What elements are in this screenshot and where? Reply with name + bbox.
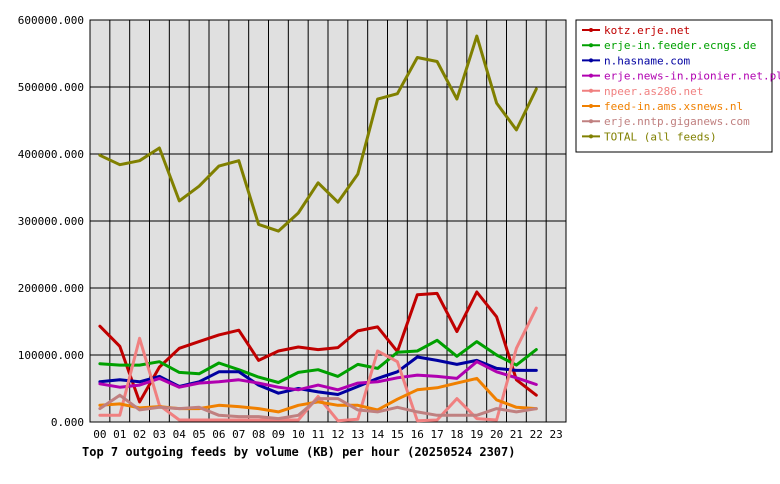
- legend-marker: [589, 119, 593, 124]
- plot-frame: [89, 19, 567, 423]
- series-line-6: [98, 393, 538, 421]
- legend-item-4: npeer.as286.net: [582, 85, 703, 98]
- series-line-3: [98, 360, 538, 392]
- x-tick-label: 00: [93, 428, 106, 441]
- chart-title: Top 7 outgoing feeds by volume (KB) per …: [82, 445, 515, 459]
- legend-label: TOTAL (all feeds): [604, 130, 717, 143]
- x-tick-label: 22: [530, 428, 543, 441]
- legend-marker: [589, 43, 593, 48]
- legend-item-7: TOTAL (all feeds): [582, 130, 717, 143]
- legend-label: npeer.as286.net: [604, 85, 703, 98]
- legend-item-6: erje.nntp.giganews.com: [582, 115, 750, 128]
- legend-box: [575, 19, 773, 153]
- legend-label: erje.nntp.giganews.com: [604, 115, 750, 128]
- x-tick-label: 20: [490, 428, 503, 441]
- x-tick-label: 21: [510, 428, 523, 441]
- legend: kotz.erje.net erje-in.feeder.ecngs.de n.ha…: [575, 19, 780, 153]
- legend-label: n.hasname.com: [604, 54, 690, 67]
- y-tick-label: 200000.000: [18, 282, 84, 295]
- x-tick-label: 03: [153, 428, 166, 441]
- legend-item-2: n.hasname.com: [582, 54, 690, 67]
- legend-marker: [589, 58, 593, 63]
- x-tick-label: 10: [292, 428, 305, 441]
- x-tick-label: 02: [133, 428, 146, 441]
- x-tick-label: 18: [450, 428, 463, 441]
- legend-item-0: kotz.erje.net: [582, 24, 690, 37]
- legend-item-1: erje-in.feeder.ecngs.de: [582, 39, 756, 52]
- x-tick-label: 14: [371, 428, 385, 441]
- y-axis-ticks: 0.000 100000.000 200000.000 300000.000 40000…: [18, 14, 84, 429]
- x-tick-label: 13: [351, 428, 364, 441]
- legend-label: erje-in.feeder.ecngs.de: [604, 39, 756, 52]
- y-tick-label: 500000.000: [18, 81, 84, 94]
- legend-marker: [589, 28, 593, 32]
- x-tick-label: 09: [272, 428, 285, 441]
- x-tick-label: 11: [311, 428, 324, 441]
- x-tick-label: 04: [173, 428, 187, 441]
- x-tick-label: 19: [470, 428, 483, 441]
- x-axis-ticks: 00 01 02 03 04 05 06 07 08 09 10 11 12 13 14 15 16 17 18 19…: [93, 428, 562, 441]
- x-tick-label: 07: [232, 428, 245, 441]
- x-tick-label: 08: [252, 428, 265, 441]
- x-tick-label: 17: [430, 428, 443, 441]
- legend-label: feed-in.ams.xsnews.nl: [604, 100, 743, 113]
- y-tick-label: 300000.000: [18, 215, 84, 228]
- legend-item-5: feed-in.ams.xsnews.nl: [582, 100, 743, 113]
- series-line-7: [98, 34, 538, 233]
- x-tick-label: 12: [331, 428, 344, 441]
- series-lines: [98, 34, 538, 423]
- y-tick-label: 400000.000: [18, 148, 84, 161]
- y-tick-label: 100000.000: [18, 349, 84, 362]
- legend-label: erje.news-in.pionier.net.pl: [604, 70, 780, 83]
- legend-marker: [589, 88, 593, 93]
- x-tick-label: 06: [212, 428, 225, 441]
- legend-items: kotz.erje.net erje-in.feeder.ecngs.de n.ha…: [582, 24, 780, 143]
- horizontal-grid: [90, 86, 566, 356]
- legend-marker: [589, 73, 593, 78]
- x-tick-label: 23: [549, 428, 562, 441]
- legend-item-3: erje.news-in.pionier.net.pl: [582, 70, 780, 83]
- y-tick-label: 0.000: [51, 416, 84, 429]
- x-tick-label: 16: [411, 428, 424, 441]
- y-tick-label: 600000.000: [18, 14, 84, 27]
- series-line-0: [98, 290, 538, 404]
- legend-marker: [589, 134, 593, 139]
- legend-marker: [589, 104, 593, 108]
- legend-label: kotz.erje.net: [604, 24, 690, 37]
- series-line-4: [98, 306, 538, 423]
- x-tick-label: 01: [113, 428, 126, 441]
- x-tick-label: 05: [192, 428, 205, 441]
- x-tick-label: 15: [391, 428, 404, 441]
- series-line-1: [98, 338, 538, 384]
